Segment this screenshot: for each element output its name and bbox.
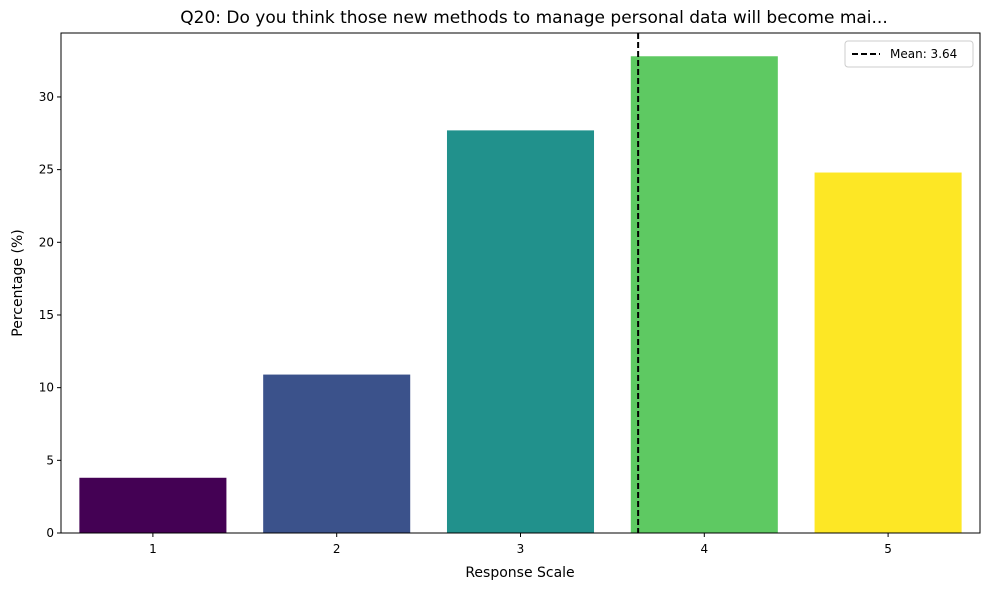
x-axis: 1 2 3 4 5 [149,533,892,556]
x-axis-title: Response Scale [465,565,574,581]
bars-layer [79,56,962,533]
legend-label-mean: Mean: 3.64 [890,47,957,61]
y-tick-label-10: 10 [39,381,54,395]
bar-4 [630,56,778,533]
y-axis: 0 5 10 15 20 25 30 [39,90,61,540]
x-tick-label-5: 5 [884,542,892,556]
x-tick-label-4: 4 [700,542,708,556]
y-tick-label-25: 25 [39,163,54,177]
y-tick-label-20: 20 [39,235,54,249]
legend-box [844,40,974,68]
bar-3 [446,130,595,533]
y-tick-label-15: 15 [39,308,54,322]
x-tick-label-3: 3 [517,542,525,556]
y-tick-label-5: 5 [46,453,54,467]
bar-2 [263,374,411,533]
bar-1 [79,477,227,533]
y-tick-label-0: 0 [46,526,54,540]
bar-5 [814,172,962,533]
chart-title: Q20: Do you think those new methods to m… [180,8,888,28]
x-tick-label-1: 1 [149,542,157,556]
y-axis-title: Percentage (%) [10,229,26,336]
legend: Mean: 3.64 [844,40,974,68]
y-tick-label-30: 30 [39,90,54,104]
plot-frame [60,32,981,534]
x-tick-label-2: 2 [333,542,341,556]
